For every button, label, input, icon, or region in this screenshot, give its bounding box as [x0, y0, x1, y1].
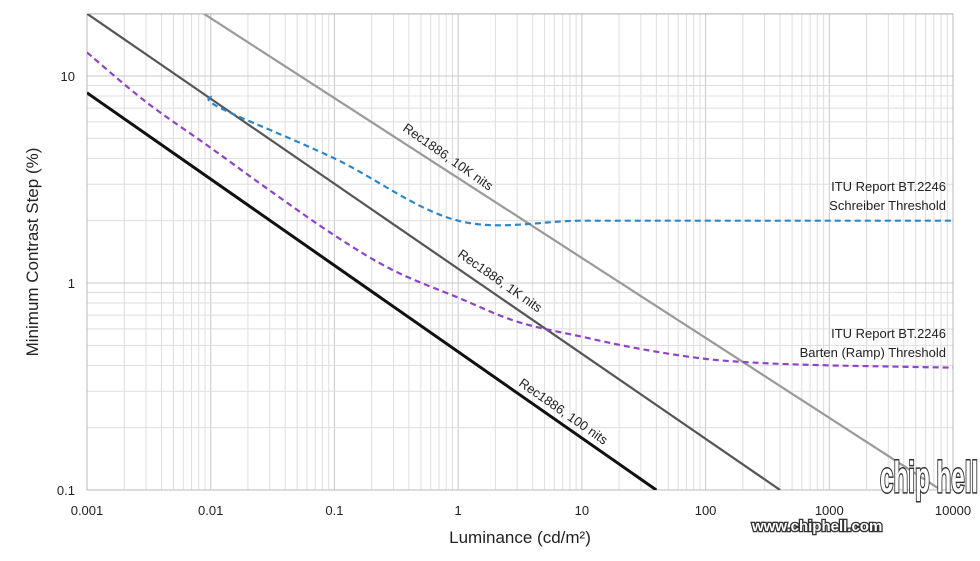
label-schreiber-line2: Schreiber Threshold	[829, 198, 946, 213]
x-tick-label: 0.001	[71, 503, 104, 518]
series-line-2	[87, 91, 658, 490]
y-tick-label: 1	[68, 276, 75, 291]
grid	[86, 13, 953, 491]
label-barten-line2: Barten (Ramp) Threshold	[800, 345, 946, 360]
watermark-site: www.chiphell.com	[751, 518, 882, 535]
x-tick-label: 10000	[935, 503, 971, 518]
x-axis-label: Luminance (cd/m²)	[449, 528, 591, 547]
x-tick-label: 1	[455, 503, 462, 518]
x-tick-label: 100	[695, 503, 717, 518]
tick-labels: 0.001 0.01 0.1 1 10 100 1000 10000 0.1 1 10	[57, 69, 971, 518]
y-tick-label: 0.1	[57, 483, 75, 498]
series-group	[87, 14, 953, 490]
series-line-3	[207, 95, 953, 227]
watermark-logo: chip hell	[880, 452, 978, 502]
series-line-0	[203, 14, 942, 490]
plot-frame	[86, 13, 954, 491]
x-tick-label: 10	[575, 503, 589, 518]
y-tick-label: 10	[61, 69, 75, 84]
x-tick-label: 1000	[815, 503, 844, 518]
label-schreiber-line1: ITU Report BT.2246	[831, 179, 946, 194]
y-axis-label: Minimum Contrast Step (%)	[23, 148, 42, 357]
x-tick-label: 0.1	[325, 503, 343, 518]
x-tick-label: 0.01	[198, 503, 223, 518]
series-line-4	[87, 51, 953, 369]
series-line-1	[87, 14, 781, 490]
label-barten-line1: ITU Report BT.2246	[831, 326, 946, 341]
